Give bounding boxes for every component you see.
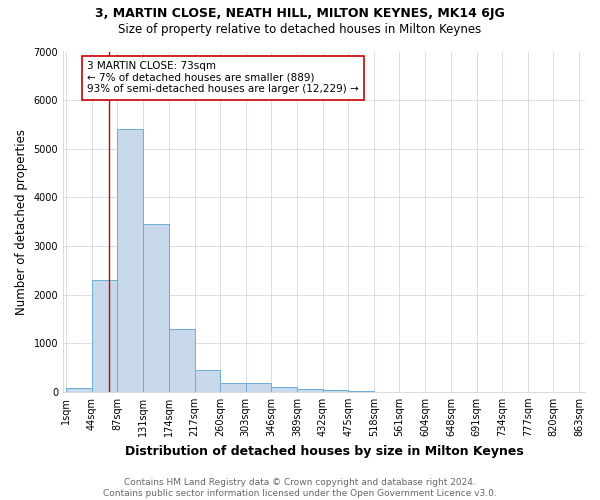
Bar xyxy=(66,388,92,392)
X-axis label: Distribution of detached houses by size in Milton Keynes: Distribution of detached houses by size … xyxy=(125,444,523,458)
Bar xyxy=(194,370,220,392)
Bar xyxy=(92,280,117,392)
Text: 3 MARTIN CLOSE: 73sqm
← 7% of detached houses are smaller (889)
93% of semi-deta: 3 MARTIN CLOSE: 73sqm ← 7% of detached h… xyxy=(87,61,359,94)
Bar xyxy=(117,130,143,392)
Bar xyxy=(246,384,271,392)
Text: Contains HM Land Registry data © Crown copyright and database right 2024.
Contai: Contains HM Land Registry data © Crown c… xyxy=(103,478,497,498)
Text: 3, MARTIN CLOSE, NEATH HILL, MILTON KEYNES, MK14 6JG: 3, MARTIN CLOSE, NEATH HILL, MILTON KEYN… xyxy=(95,8,505,20)
Bar xyxy=(271,388,297,392)
Y-axis label: Number of detached properties: Number of detached properties xyxy=(15,128,28,314)
Bar xyxy=(220,384,246,392)
Bar xyxy=(143,224,169,392)
Bar xyxy=(169,328,194,392)
Text: Size of property relative to detached houses in Milton Keynes: Size of property relative to detached ho… xyxy=(118,22,482,36)
Bar xyxy=(323,390,348,392)
Bar xyxy=(297,389,323,392)
